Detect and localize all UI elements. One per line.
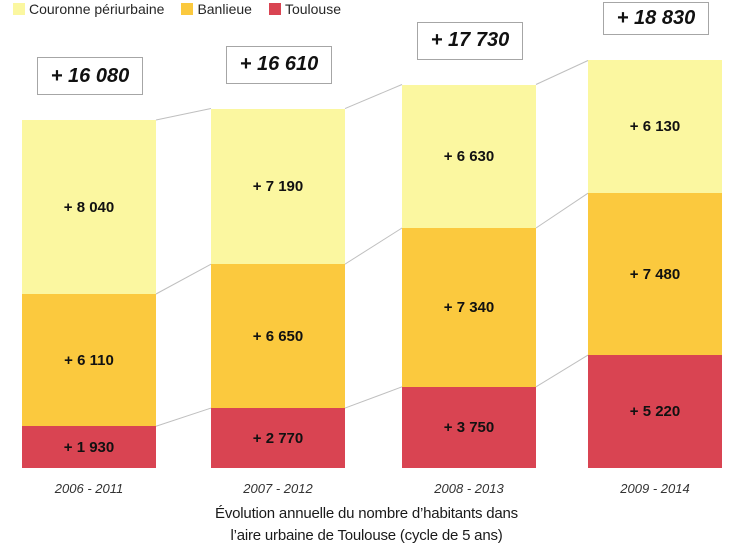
total-box-0: + 16 080 xyxy=(37,57,143,95)
segment-value-label: + 7 340 xyxy=(443,298,495,316)
connector-line xyxy=(535,354,589,388)
bar-segment-2008-2013-0: + 3 750 xyxy=(402,386,536,468)
legend-label: Couronne périurbaine xyxy=(29,1,165,17)
segment-value-label: + 6 130 xyxy=(629,118,681,136)
legend-swatch-icon xyxy=(13,3,25,15)
segment-value-label: + 3 750 xyxy=(443,418,495,436)
connector-line xyxy=(155,407,212,427)
caption-line-2: l’aire urbaine de Toulouse (cycle de 5 a… xyxy=(230,527,503,544)
segment-value-label: + 2 770 xyxy=(252,429,304,447)
bar-segment-2009-2014-2: + 6 130 xyxy=(588,60,722,194)
legend-item-0: Couronne périurbaine xyxy=(13,1,164,17)
segment-value-label: + 6 630 xyxy=(443,147,495,165)
bar-segment-2008-2013-1: + 7 340 xyxy=(402,227,536,387)
legend-label: Banlieue xyxy=(197,1,252,17)
category-label-0: 2006 - 2011 xyxy=(54,481,124,496)
legend-label: Toulouse xyxy=(284,1,341,17)
connector-line xyxy=(155,108,212,121)
connector-line xyxy=(344,386,403,409)
segment-value-label: + 8 040 xyxy=(63,198,115,216)
connector-line xyxy=(535,60,589,85)
bar-segment-2008-2013-2: + 6 630 xyxy=(402,84,536,228)
category-label-3: 2009 - 2014 xyxy=(620,481,690,496)
bar-segment-2006-2011-1: + 6 110 xyxy=(22,294,156,427)
bar-segment-2007-2012-1: + 6 650 xyxy=(211,264,345,409)
bar-segment-2009-2014-1: + 7 480 xyxy=(588,193,722,356)
total-box-3: + 18 830 xyxy=(603,2,709,36)
segment-value-label: + 1 930 xyxy=(63,438,115,456)
bar-segment-2007-2012-2: + 7 190 xyxy=(211,108,345,265)
segment-value-label: + 6 650 xyxy=(252,327,304,345)
bar-segment-2007-2012-0: + 2 770 xyxy=(211,408,345,468)
bar-segment-2009-2014-0: + 5 220 xyxy=(588,355,722,468)
connector-line xyxy=(535,192,589,229)
legend-swatch-icon xyxy=(181,3,194,15)
connector-line xyxy=(155,263,212,295)
segment-value-label: + 7 190 xyxy=(252,177,304,195)
segment-value-label: + 6 110 xyxy=(64,351,114,369)
bar-segment-2006-2011-2: + 8 040 xyxy=(22,120,156,294)
segment-value-label: + 7 480 xyxy=(629,265,681,283)
caption-line-1: Évolution annuelle du nombre d’habitants… xyxy=(215,505,518,522)
legend-item-2: Toulouse xyxy=(268,1,341,17)
connector-line xyxy=(344,227,403,265)
category-label-1: 2007 - 2012 xyxy=(243,481,313,496)
connector-line xyxy=(344,84,403,109)
chart-caption: Évolution annuelle du nombre d’habitants… xyxy=(0,503,733,547)
legend-item-1: Banlieue xyxy=(181,1,252,17)
legend: Couronne périurbaine Banlieue Toulouse xyxy=(13,1,341,17)
bar-segment-2006-2011-0: + 1 930 xyxy=(22,426,156,468)
legend-swatch-icon xyxy=(268,3,281,15)
total-box-1: + 16 610 xyxy=(226,45,332,84)
segment-value-label: + 5 220 xyxy=(629,403,681,420)
category-label-2: 2008 - 2013 xyxy=(434,481,504,496)
total-box-2: + 17 730 xyxy=(417,21,523,60)
